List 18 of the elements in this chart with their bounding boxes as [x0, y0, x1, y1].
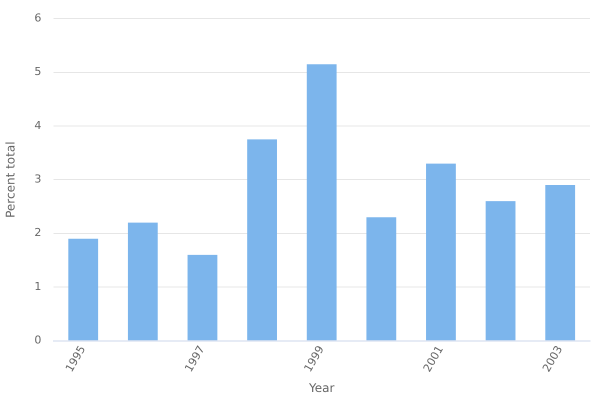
y-tick-label: 0 [34, 334, 42, 347]
bar [486, 201, 516, 340]
bar [128, 222, 158, 340]
bar [545, 185, 576, 340]
bar [68, 238, 98, 340]
bar [188, 254, 218, 340]
bar [366, 217, 396, 340]
bar [306, 64, 337, 340]
bar [426, 164, 456, 340]
y-tick-label: 4 [34, 118, 42, 132]
y-tick-label: 5 [34, 65, 42, 78]
y-tick-label: 2 [34, 226, 42, 240]
bar [247, 139, 277, 340]
x-axis-title: Year [308, 380, 334, 395]
y-axis-title: Percent total [3, 141, 18, 218]
y-tick-label: 1 [34, 280, 42, 293]
y-tick-label: 3 [34, 172, 42, 186]
y-tick-label: 6 [34, 11, 42, 24]
